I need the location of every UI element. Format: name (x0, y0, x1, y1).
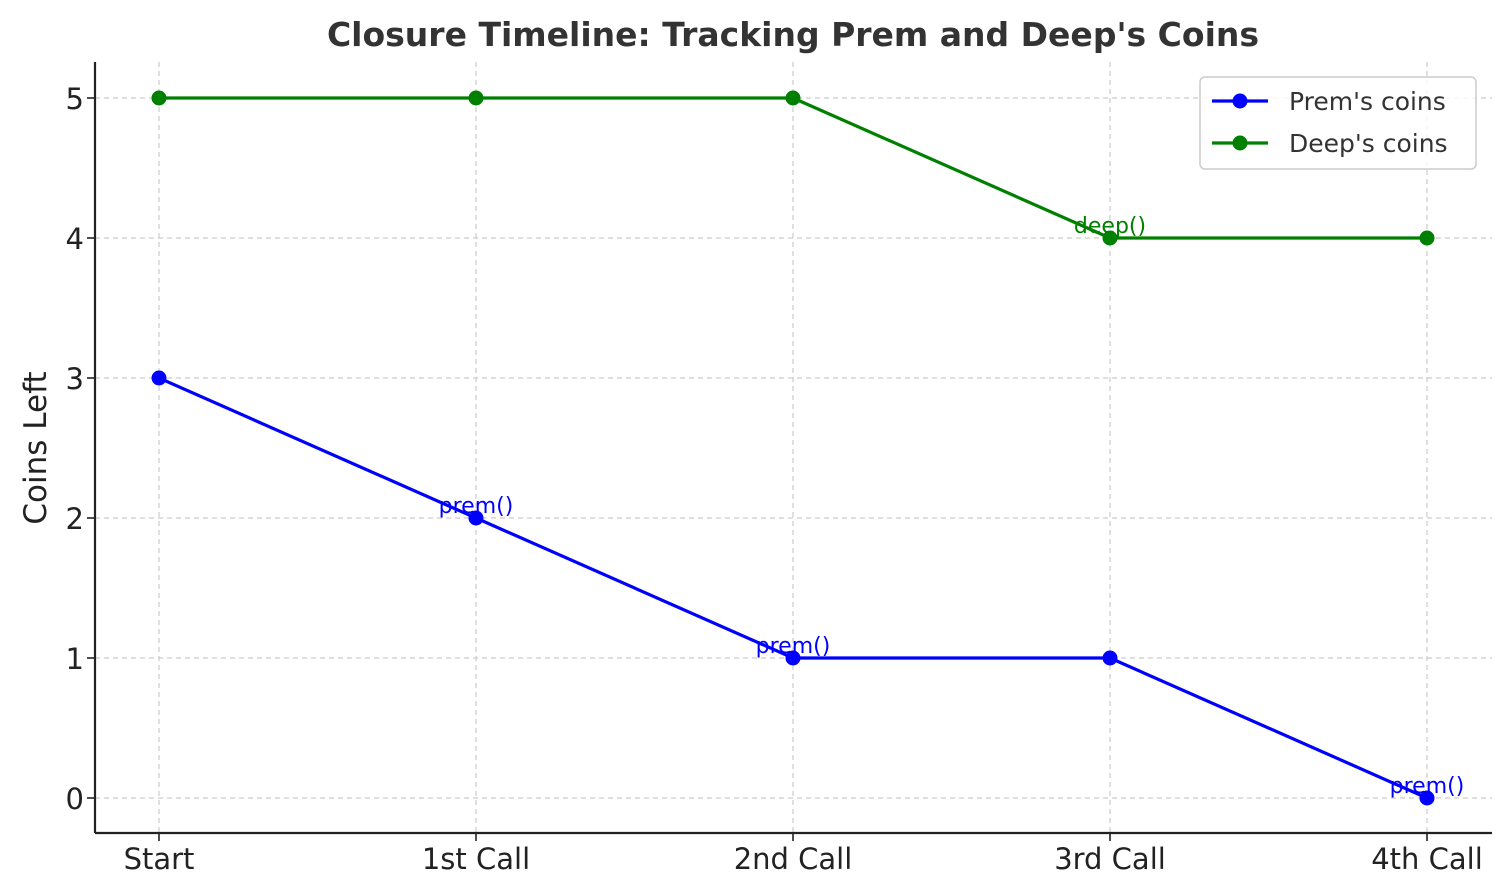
data-point (468, 510, 484, 526)
data-point (1419, 790, 1435, 806)
y-tick-label: 0 (66, 782, 84, 816)
legend-label: Deep's coins (1289, 129, 1448, 158)
x-tick-label: Start (124, 842, 195, 876)
legend-label: Prem's coins (1289, 87, 1446, 116)
y-tick-label: 5 (66, 82, 84, 116)
x-tick-label: 1st Call (422, 842, 530, 876)
annotation-label: deep() (1074, 214, 1146, 239)
annotation-label: prem() (756, 634, 831, 659)
y-tick-label: 1 (66, 642, 84, 676)
data-point (785, 90, 801, 106)
series (151, 90, 1435, 806)
x-tick-label: 2nd Call (734, 842, 853, 876)
data-point (1102, 230, 1118, 246)
y-tick-label: 3 (66, 362, 84, 396)
annotation-label: prem() (439, 494, 514, 519)
series-deep-s-coins (151, 90, 1435, 246)
legend-marker (1232, 135, 1248, 151)
legend-item: Prem's coins (1212, 87, 1446, 116)
axes (93, 62, 1492, 835)
y-tick-label: 4 (66, 222, 84, 256)
y-tick-label: 2 (66, 502, 84, 536)
data-point (1102, 650, 1118, 666)
data-point (1419, 230, 1435, 246)
y-axis-label: Coins Left (18, 371, 54, 524)
legend: Prem's coins Deep's coins (1199, 76, 1477, 170)
chart-title: Closure Timeline: Tracking Prem and Deep… (327, 15, 1259, 54)
series-prem-s-coins (151, 370, 1435, 806)
data-point (468, 90, 484, 106)
data-point (151, 370, 167, 386)
data-point (151, 90, 167, 106)
x-tick-label: 3rd Call (1054, 842, 1166, 876)
ticks: Start 1st Call 2nd Call 3rd Call 4th Call 0 1 2… (66, 82, 1483, 876)
legend-marker (1232, 93, 1248, 109)
annotations: prem() prem() deep() prem() (439, 214, 1465, 799)
legend-item: Deep's coins (1212, 129, 1448, 158)
grid (95, 62, 1492, 833)
x-tick-label: 4th Call (1371, 842, 1483, 876)
annotation-label: prem() (1390, 774, 1465, 799)
legend-box (1199, 76, 1477, 170)
data-point (785, 650, 801, 666)
